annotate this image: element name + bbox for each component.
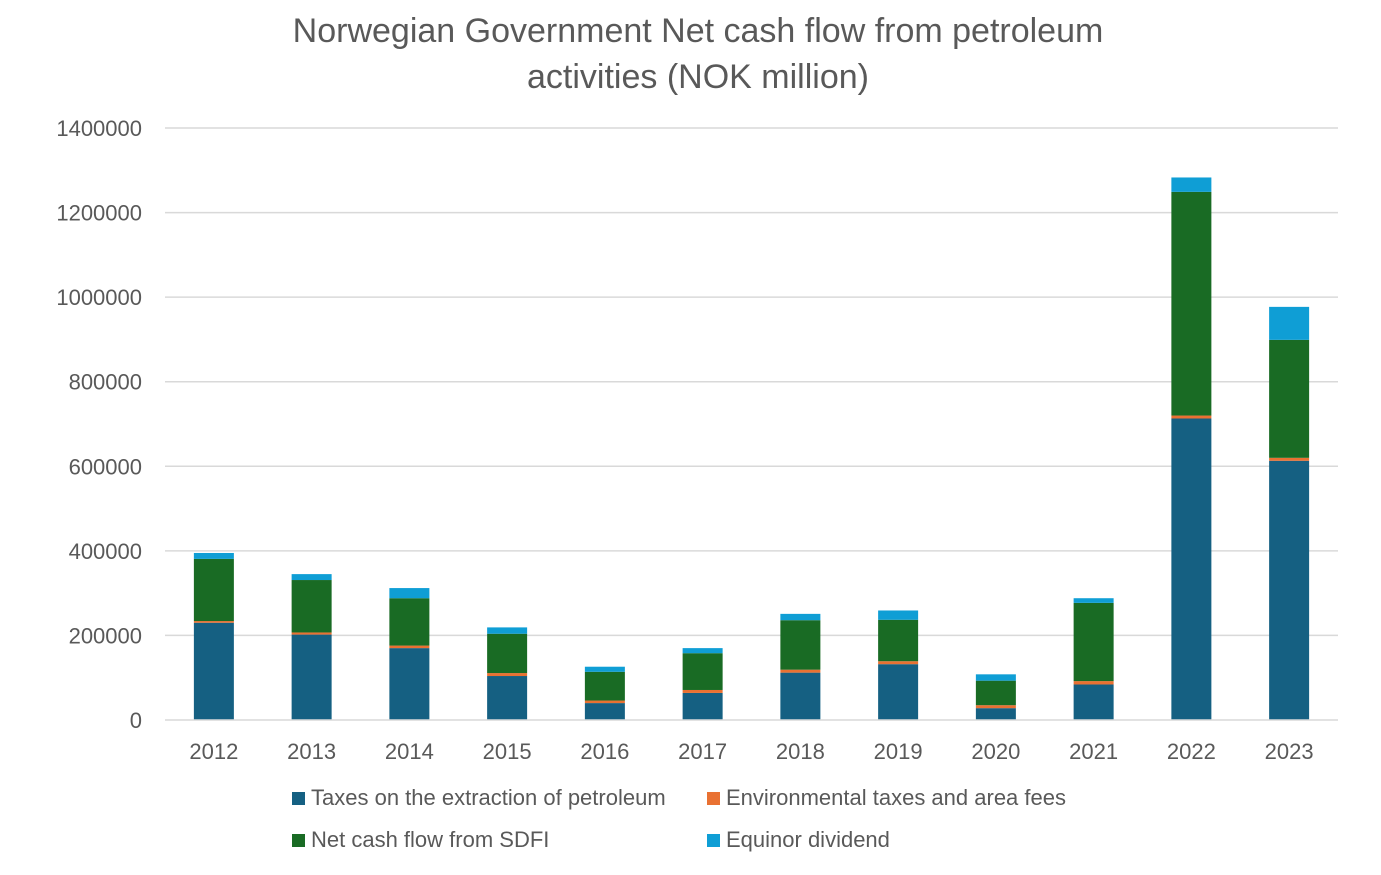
- legend-label: Equinor dividend: [726, 827, 890, 852]
- bar-segment: [1073, 602, 1114, 682]
- bar-segment: [584, 700, 625, 704]
- bar-segment: [291, 574, 332, 581]
- bar-segment: [1073, 598, 1114, 603]
- bar-segment: [1269, 460, 1310, 720]
- x-tick-label: 2017: [678, 739, 727, 764]
- bar-segment: [780, 672, 821, 720]
- bar-segment: [193, 621, 234, 623]
- bar-segment: [682, 653, 723, 690]
- x-tick-label: 2020: [971, 739, 1020, 764]
- x-tick-label: 2015: [483, 739, 532, 764]
- bar-segment: [193, 622, 234, 720]
- bar-segment: [682, 648, 723, 654]
- x-tick-label: 2018: [776, 739, 825, 764]
- x-tick-label: 2016: [580, 739, 629, 764]
- bar-segment: [389, 588, 430, 599]
- legend-swatch: [707, 834, 720, 847]
- bar-segment: [1171, 418, 1212, 720]
- x-tick-label: 2022: [1167, 739, 1216, 764]
- bar-segment: [975, 680, 1016, 706]
- y-tick-label: 400000: [69, 539, 142, 564]
- legend-swatch: [292, 792, 305, 805]
- y-axis-tick-labels: 0 200000 400000 600000 800000 1000000 1200000 1…: [56, 116, 142, 733]
- bar-segment: [878, 619, 919, 662]
- bar-segment: [975, 708, 1016, 720]
- bar-segment: [487, 673, 528, 677]
- y-tick-label: 600000: [69, 454, 142, 479]
- x-tick-label: 2013: [287, 739, 336, 764]
- bar-segment: [389, 598, 430, 646]
- bar-segment: [1171, 415, 1212, 419]
- x-tick-label: 2014: [385, 739, 434, 764]
- bar-segment: [1269, 457, 1310, 461]
- y-tick-label: 1000000: [56, 285, 142, 310]
- bar-segment: [193, 552, 234, 559]
- x-tick-label: 2012: [189, 739, 238, 764]
- bar-segment: [291, 580, 332, 633]
- gridlines: [165, 127, 1338, 637]
- chart-title-line-2: activities (NOK million): [527, 58, 869, 96]
- bar-segment: [291, 634, 332, 720]
- x-tick-label: 2021: [1069, 739, 1118, 764]
- bar-segment: [487, 633, 528, 674]
- bar-segment: [1171, 177, 1212, 192]
- bar-segment: [1269, 339, 1310, 458]
- bar-segment: [975, 705, 1016, 709]
- legend-label: Taxes on the extraction of petroleum: [311, 785, 666, 810]
- y-tick-label: 1400000: [56, 116, 142, 141]
- bar-segment: [193, 558, 234, 622]
- bar-segment: [878, 610, 919, 620]
- bar-segment: [389, 648, 430, 720]
- bar-segment: [682, 692, 723, 720]
- bar-segment: [487, 627, 528, 634]
- legend-swatch: [707, 792, 720, 805]
- bar-segment: [1073, 684, 1114, 720]
- x-axis-tick-labels: 2012 2013 2014 2015 2016 2017 2018 2019 2020 2021…: [189, 739, 1313, 764]
- x-tick-label: 2019: [874, 739, 923, 764]
- bar-segment: [780, 613, 821, 621]
- bar-segment: [878, 661, 919, 665]
- legend-label: Net cash flow from SDFI: [311, 827, 549, 852]
- bar-segment: [1171, 191, 1212, 416]
- legend: Taxes on the extraction of petroleum Envi…: [292, 785, 1066, 852]
- chart-title-line-1: Norwegian Government Net cash flow from …: [293, 12, 1104, 50]
- bar-segment: [584, 671, 625, 701]
- bar-segment: [878, 664, 919, 720]
- bar-segment: [487, 676, 528, 720]
- legend-label: Environmental taxes and area fees: [726, 785, 1066, 810]
- y-tick-label: 800000: [69, 370, 142, 395]
- bar-segment: [1073, 681, 1114, 685]
- bar-segment: [1269, 306, 1310, 340]
- bar-segment: [780, 620, 821, 670]
- bar-segment: [584, 666, 625, 672]
- y-tick-label: 200000: [69, 623, 142, 648]
- legend-swatch: [292, 834, 305, 847]
- bar-segment: [682, 689, 723, 693]
- bar-segment: [975, 674, 1016, 681]
- bars: [193, 177, 1310, 720]
- x-tick-label: 2023: [1265, 739, 1314, 764]
- y-tick-label: 1200000: [56, 201, 142, 226]
- bar-segment: [389, 645, 430, 649]
- y-tick-label: 0: [130, 708, 142, 733]
- bar-segment: [291, 632, 332, 635]
- bar-segment: [584, 703, 625, 720]
- bar-segment: [780, 669, 821, 673]
